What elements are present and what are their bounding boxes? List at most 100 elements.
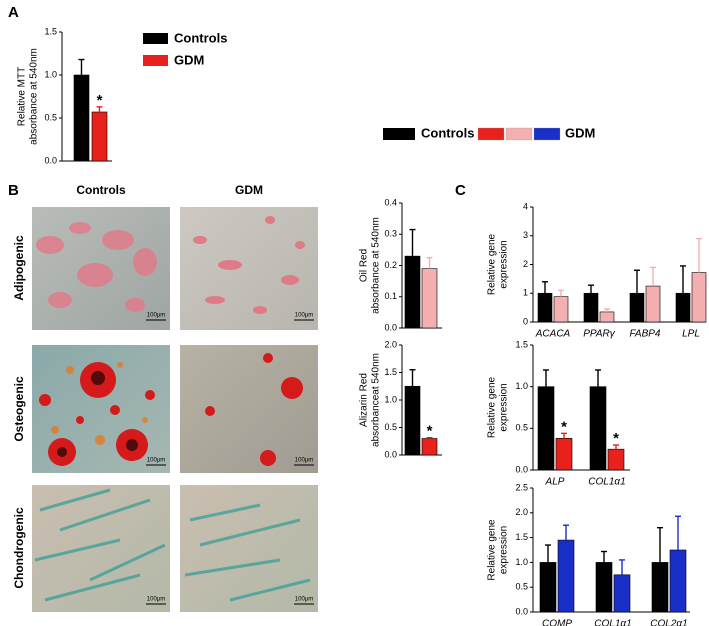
row-label: Adipogenic: [12, 235, 26, 301]
y-axis-label: Relative gene: [487, 376, 498, 438]
micrographs: [32, 207, 318, 612]
legend-swatch: [505, 127, 533, 141]
legend-swatch: [143, 33, 168, 44]
bar: [651, 562, 669, 613]
bar: [421, 268, 438, 329]
micrograph: [180, 345, 318, 473]
y-tick-label: 4: [523, 201, 528, 211]
y-axis-label: Alizarin Red: [359, 373, 370, 427]
y-tick-label: 0.0: [384, 322, 397, 332]
bar: [645, 285, 661, 323]
y-tick-label: 0.0: [515, 606, 528, 616]
y-axis-label: absorbance at 540nm: [371, 217, 382, 314]
bar: [675, 292, 691, 323]
x-tick-label: LPL: [682, 329, 700, 340]
y-tick-label: 0.2: [384, 260, 397, 270]
bar: [555, 438, 573, 471]
bar: [557, 539, 575, 613]
y-tick-label: 2: [523, 259, 528, 269]
y-axis-label: absorbance at 540nm: [29, 48, 40, 145]
scale-bar-label: 100μm: [295, 313, 313, 319]
bar: [537, 386, 555, 471]
micrograph: [32, 485, 170, 612]
bar: [404, 255, 421, 329]
y-tick-label: 0.5: [44, 112, 57, 122]
panel-label: A: [8, 4, 19, 21]
y-tick-label: 0.0: [44, 155, 57, 165]
y-tick-label: 1.5: [515, 532, 528, 542]
y-tick-label: 0.5: [515, 423, 528, 433]
y-axis-label: expression: [499, 383, 510, 431]
y-tick-label: 0.0: [515, 464, 528, 474]
legend-swatch: [143, 55, 168, 66]
legend-label: Controls: [174, 30, 227, 45]
scale-bar-label: 100μm: [147, 458, 165, 464]
bar: [73, 74, 90, 162]
y-axis-label: Relative MTT: [17, 67, 28, 126]
bar: [669, 549, 687, 613]
y-tick-label: 1.0: [384, 394, 397, 404]
scale-bar-label: 100μm: [295, 458, 313, 464]
y-tick-label: 1.5: [44, 26, 57, 36]
bar: [607, 448, 625, 471]
y-axis-label: Relative gene: [487, 233, 498, 295]
y-tick-label: 1.0: [515, 557, 528, 567]
scale-bar-label: 100μm: [295, 597, 313, 603]
significance-label: *: [561, 418, 567, 435]
x-tick-label: COL1α1: [594, 619, 631, 626]
legend-label: GDM: [565, 125, 595, 140]
bar: [553, 296, 569, 323]
micrograph: [180, 485, 318, 612]
y-tick-label: 0.1: [384, 291, 397, 301]
y-tick-label: 1.5: [384, 367, 397, 377]
y-tick-label: 0.5: [515, 582, 528, 592]
y-tick-label: 0.4: [384, 197, 397, 207]
bar: [595, 562, 613, 613]
bar: [404, 385, 421, 456]
y-axis-label: expression: [499, 526, 510, 574]
x-tick-label: PPARγ: [583, 329, 615, 340]
scale-bar-label: 100μm: [147, 313, 165, 319]
y-axis-label: expression: [499, 240, 510, 288]
y-tick-label: 1.0: [44, 69, 57, 79]
column-header: GDM: [235, 183, 263, 197]
column-header: Controls: [76, 183, 126, 197]
y-tick-label: 2.0: [384, 339, 397, 349]
y-tick-label: 1.0: [515, 381, 528, 391]
y-tick-label: 0: [523, 316, 528, 326]
legend-swatch: [533, 127, 561, 141]
bar: [91, 111, 108, 162]
x-tick-label: ALP: [545, 477, 565, 488]
legend-swatch: [477, 127, 505, 141]
bar: [583, 292, 599, 323]
bar: [629, 292, 645, 323]
y-tick-label: 2.0: [515, 507, 528, 517]
row-label: Osteogenic: [12, 376, 26, 442]
y-tick-label: 1.5: [515, 339, 528, 349]
bar: [589, 386, 607, 471]
x-tick-label: COL2α1: [650, 619, 687, 626]
scale-bars: 100μm 100μm 100μm 100μm 100μm 100μm: [146, 313, 314, 605]
significance-label: *: [97, 92, 103, 109]
legend-label: GDM: [174, 52, 204, 67]
scale-bar-label: 100μm: [147, 597, 165, 603]
x-tick-label: COMP: [542, 619, 572, 626]
row-label: Chondrogenic: [12, 507, 26, 589]
bar: [537, 292, 553, 323]
bar: [691, 272, 707, 323]
bar: [421, 438, 438, 456]
x-tick-label: FABP4: [630, 329, 661, 340]
significance-label: *: [613, 430, 619, 447]
x-tick-label: ACACA: [535, 329, 571, 340]
panel-label: C: [455, 182, 466, 199]
panel-label: B: [8, 182, 19, 199]
micrograph: [180, 207, 318, 330]
bar: [599, 311, 615, 323]
y-axis-label: Oil Red: [359, 249, 370, 282]
y-axis-label: Relative gene: [487, 519, 498, 581]
legend-label: Controls: [421, 125, 474, 140]
y-tick-label: 0.5: [384, 422, 397, 432]
y-axis-label: absorbanceat 540nm: [371, 353, 382, 447]
y-tick-label: 0.3: [384, 229, 397, 239]
